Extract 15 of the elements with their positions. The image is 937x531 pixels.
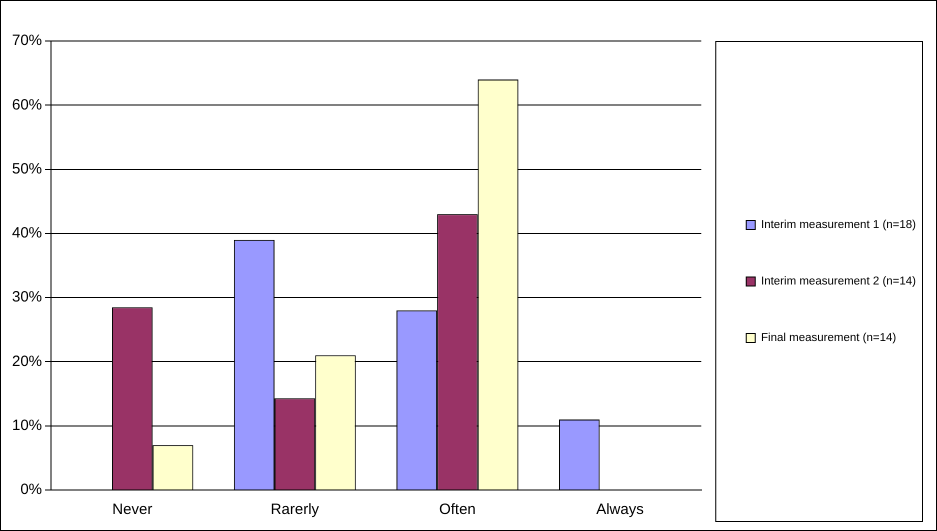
y-tick-label: 0% bbox=[20, 481, 42, 498]
y-tick-label: 10% bbox=[12, 417, 42, 434]
y-tick-label: 70% bbox=[12, 32, 42, 50]
y-tick-label: 50% bbox=[12, 160, 42, 178]
legend-label: Interim measurement 1 (n=18) bbox=[761, 219, 916, 232]
x-tick-label: Often bbox=[439, 501, 476, 518]
x-tick-label: Rarerly bbox=[270, 501, 320, 518]
y-tick-label: 30% bbox=[12, 288, 42, 306]
legend-label: Interim measurement 2 (n=14) bbox=[761, 276, 916, 288]
x-tick-label: Never bbox=[112, 501, 152, 518]
y-tick-label: 60% bbox=[12, 96, 42, 114]
y-tick-label: 20% bbox=[12, 352, 42, 370]
legend-label: Final measurement (n=14) bbox=[761, 332, 896, 344]
x-tick-label: Always bbox=[596, 501, 644, 518]
y-tick-label: 40% bbox=[12, 224, 42, 242]
